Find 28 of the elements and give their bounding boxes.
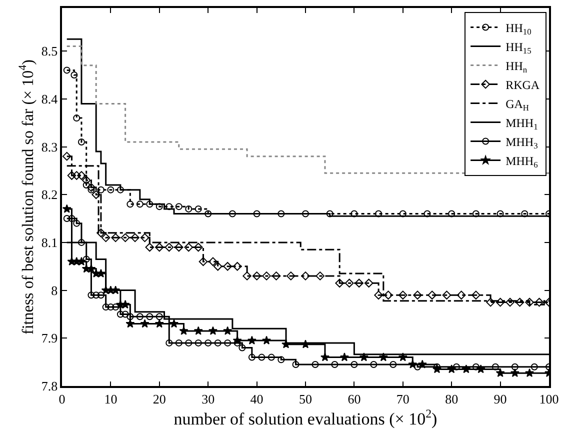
y-tick-label: 8.3 [41,139,58,154]
x-tick-label: 40 [250,391,264,406]
x-tick-label: 30 [202,391,215,406]
x-tick-label: 20 [152,391,166,406]
x-tick-label: 60 [348,391,361,406]
legend-label: MHH$_{1}$ [506,116,538,132]
x-tick-label: 80 [445,391,458,406]
legend-label: HH$_{15}$ [506,40,532,56]
y-tick-label: 8.5 [41,44,58,59]
x-axis-title: number of solution evaluations (× 10$^{2}$) [174,406,438,428]
legend-label: RKGA [506,78,540,92]
legend-label: HH$_{10}$ [506,20,532,36]
y-tick-label: 8.4 [41,91,58,106]
x-tick-label: 90 [494,391,507,406]
legend-label: GA$_{H}$ [506,96,529,112]
x-tick-label: 10 [104,391,118,406]
x-tick-label: 50 [299,391,312,406]
y-tick-label: 8.1 [41,235,58,250]
y-tick-label: 8.2 [41,187,58,202]
x-tick-label: 100 [539,391,559,406]
legend-label: HH$_{n}$ [506,58,528,74]
x-tick-label: 0 [58,391,66,406]
y-tick-label: 8 [51,282,58,298]
y-tick-label: 7.8 [41,378,58,394]
legend-label: MHH$_{6}$ [506,154,538,170]
legend-label: MHH$_{3}$ [506,134,538,150]
y-tick-label: 7.9 [41,330,58,346]
x-tick-label: 70 [396,391,410,406]
